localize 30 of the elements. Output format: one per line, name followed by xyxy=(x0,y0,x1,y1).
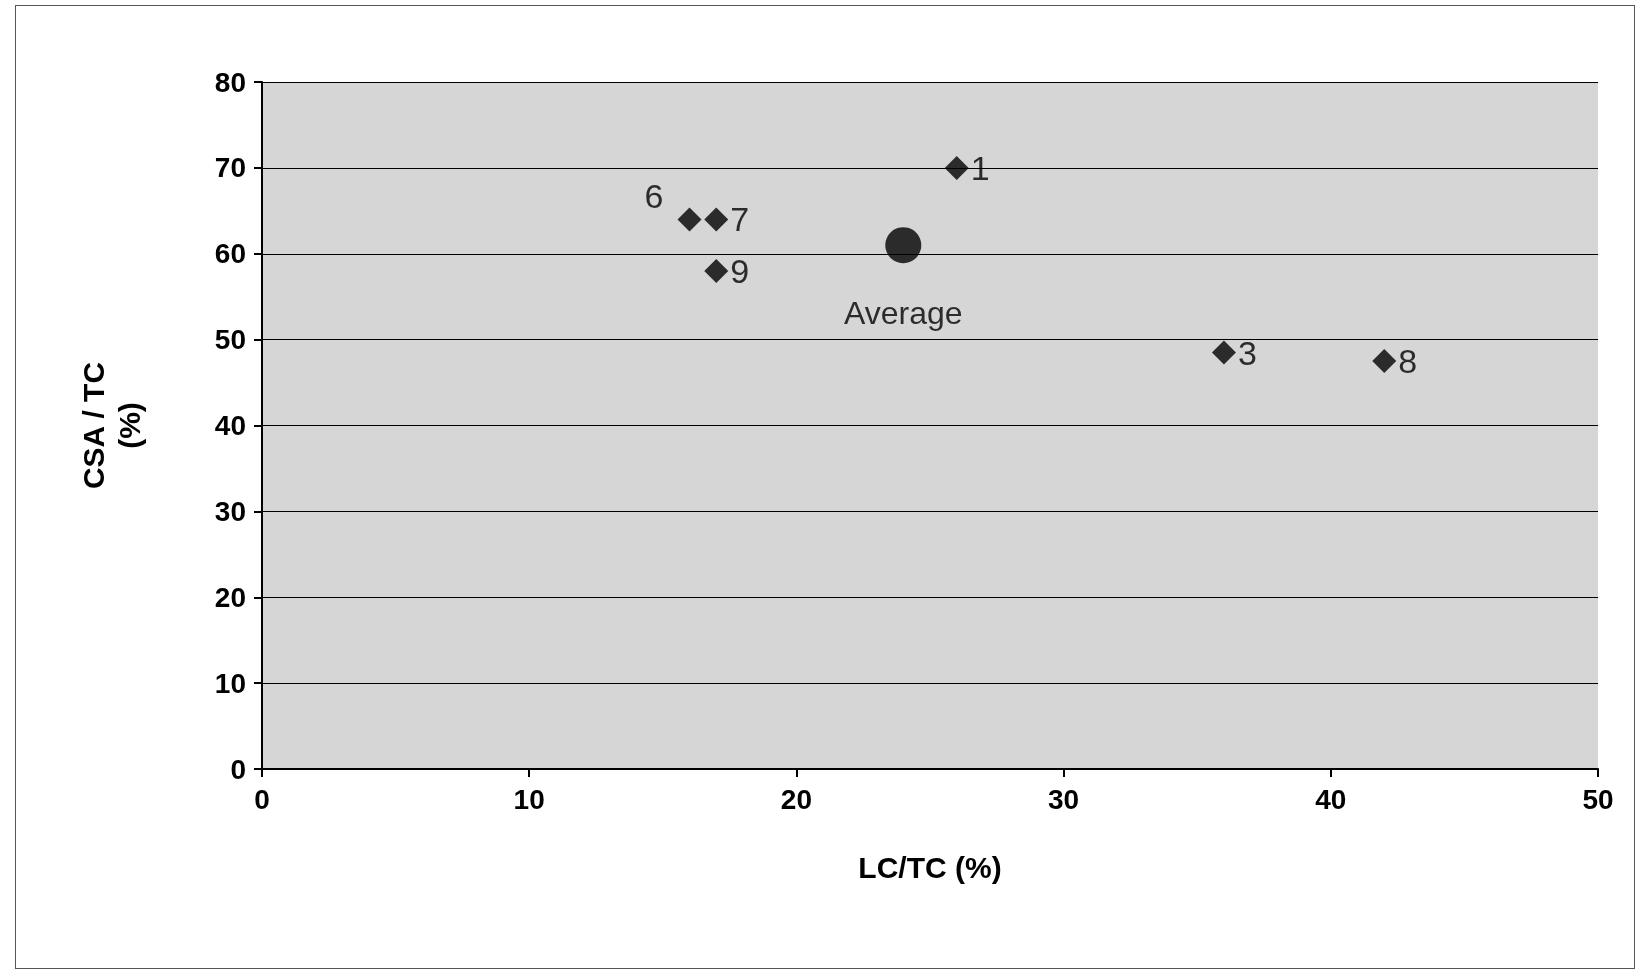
y-tick-label: 50 xyxy=(214,324,246,356)
annotation: 9 xyxy=(730,251,750,290)
x-axis-title: LC/TC (%) xyxy=(858,850,1002,884)
point xyxy=(885,227,922,264)
x-tick-label: 50 xyxy=(1582,783,1614,815)
annotation: 6 xyxy=(644,177,664,216)
point xyxy=(1211,340,1236,365)
x-tick-label: 20 xyxy=(780,783,812,815)
y-tick-label: 10 xyxy=(214,667,246,699)
y-tick-label: 30 xyxy=(214,495,246,527)
y-tick-label: 40 xyxy=(214,410,246,441)
annotation: 3 xyxy=(1237,333,1257,372)
y-tick-label: 80 xyxy=(214,66,246,98)
x-tick-label: 40 xyxy=(1315,783,1347,815)
annotation: 7 xyxy=(730,200,750,239)
x-tick-label: 30 xyxy=(1048,783,1080,815)
point xyxy=(1372,349,1397,374)
point xyxy=(677,207,702,232)
x-tick-label: 0 xyxy=(254,783,270,815)
point xyxy=(944,155,969,180)
y-tick-label: 0 xyxy=(230,753,246,785)
series-label: Average xyxy=(843,295,963,332)
y-axis-title: CSA / TC (%) xyxy=(76,361,146,490)
annotation: 8 xyxy=(1398,342,1418,381)
y-tick-label: 70 xyxy=(214,152,246,184)
point xyxy=(704,258,729,283)
y-tick-label: 60 xyxy=(214,238,246,270)
point xyxy=(704,207,729,232)
x-tick-label: 10 xyxy=(513,783,545,815)
y-tick-label: 20 xyxy=(214,581,246,613)
